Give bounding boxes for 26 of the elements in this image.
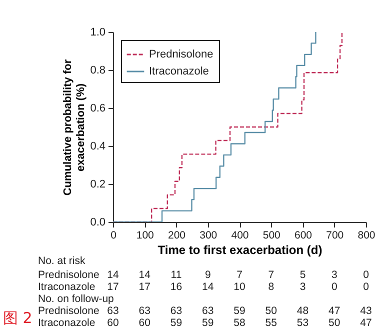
text: Itraconazole 60 60 59 59 58 55 53 50 47 bbox=[38, 317, 372, 329]
y-tick-label: 0.0 bbox=[90, 216, 106, 228]
text: Prednisolone 63 63 63 63 59 50 48 47 43 bbox=[38, 305, 372, 317]
x-tick-label: 400 bbox=[231, 230, 249, 242]
y-axis-title: Cumulative probability for exacerbation (%) bbox=[62, 58, 88, 196]
y-tick-label: 0.2 bbox=[90, 178, 106, 190]
caption: 图 2 bbox=[3, 309, 32, 327]
x-tick-label: 300 bbox=[200, 230, 218, 242]
x-tick-label: 200 bbox=[168, 230, 186, 242]
text: Itraconazole 17 17 16 14 10 8 3 0 0 bbox=[38, 281, 369, 293]
text: No. on follow-up bbox=[38, 293, 114, 305]
x-tick-label: 100 bbox=[136, 230, 154, 242]
x-axis-title: Time to first exacerbation (d) bbox=[158, 243, 322, 257]
legend-label: Itraconazole bbox=[149, 66, 209, 78]
y-tick-label: 0.6 bbox=[90, 102, 106, 114]
y-tick-label: 0.8 bbox=[90, 64, 106, 76]
x-tick-label: 600 bbox=[294, 230, 312, 242]
x-tick-label: 700 bbox=[326, 230, 344, 242]
legend-label: Prednisolone bbox=[149, 48, 214, 60]
y-tick-label: 1.0 bbox=[90, 26, 106, 38]
text: No. at risk bbox=[38, 255, 86, 267]
x-tick-label: 800 bbox=[358, 230, 376, 242]
x-tick-label: 500 bbox=[262, 230, 281, 242]
y-tick-label: 0.4 bbox=[90, 140, 106, 152]
text: Prednisolone 14 14 11 9 7 7 5 3 0 bbox=[38, 269, 369, 281]
x-tick-label: 0 bbox=[110, 230, 117, 242]
